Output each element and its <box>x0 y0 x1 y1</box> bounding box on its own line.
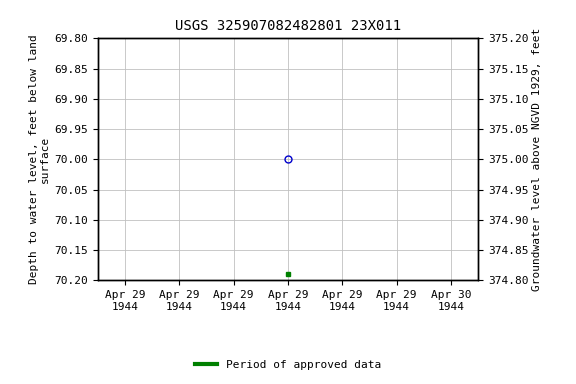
Y-axis label: Groundwater level above NGVD 1929, feet: Groundwater level above NGVD 1929, feet <box>532 28 543 291</box>
Title: USGS 325907082482801 23X011: USGS 325907082482801 23X011 <box>175 19 401 33</box>
Legend: Period of approved data: Period of approved data <box>191 356 385 375</box>
Y-axis label: Depth to water level, feet below land
surface: Depth to water level, feet below land su… <box>29 35 50 284</box>
